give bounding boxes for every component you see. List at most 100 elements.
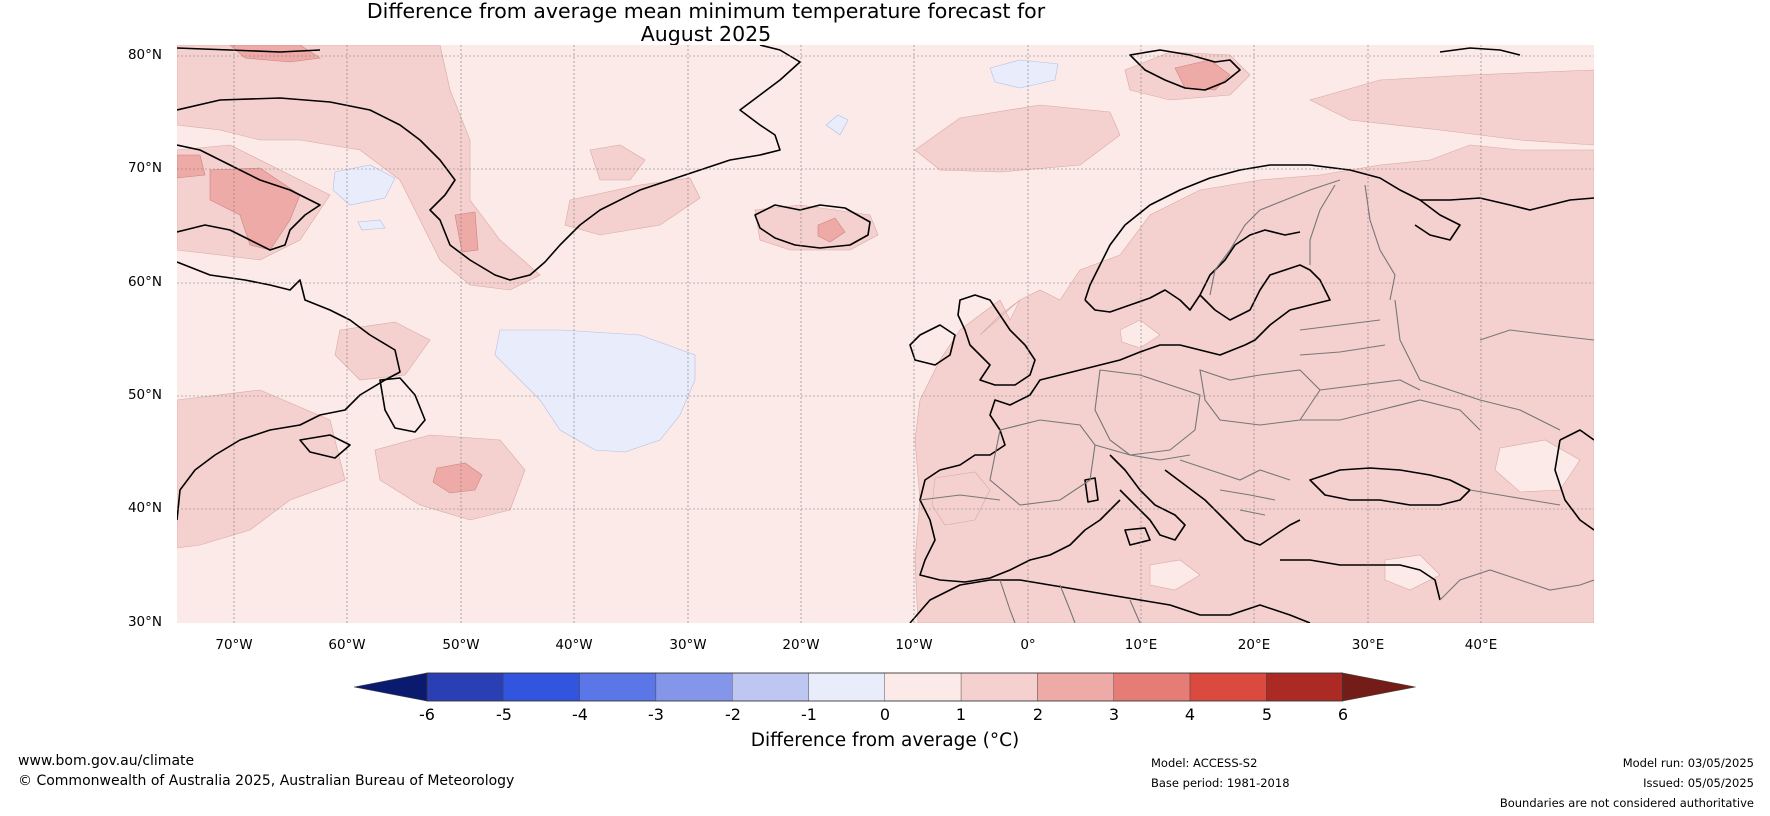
coast-balkans [1164,469,1301,546]
anomaly-denmark-strait-1-2 [564,177,701,236]
lon-label-60w: 60°W [328,637,366,653]
anomaly-fram-cool [989,59,1059,89]
coast-norway-south [1084,229,1301,313]
coast-britain [957,294,1036,386]
colorbar-tick-label: 4 [1184,705,1196,724]
lat-label-60n: 60°N [127,274,162,290]
colorbar [353,672,1416,702]
coast-svalbard [1129,49,1241,91]
colorbar-segment [1037,672,1114,702]
coast-nova-scotia [299,434,351,459]
colorbar-segment [1189,672,1267,702]
coast-baffin-island [177,144,321,251]
boundaries-disclaimer: Boundaries are not considered authoritat… [1499,796,1754,810]
border-spain [919,494,1001,501]
colorbar-tick-label: -2 [725,705,741,724]
coast-labrador [177,261,401,521]
coast-north-africa [909,579,1311,623]
anomaly-iberia-1-2 [931,471,991,526]
lon-label-0: 0° [1020,637,1036,653]
issued-date: Issued: 05/05/2025 [1643,776,1754,790]
anomaly-greenland-1-2 [177,45,541,291]
border-north-africa [999,579,1141,623]
graticule [177,45,1594,623]
lon-label-40e: 40°E [1464,637,1498,653]
anomaly-greenland-sea-1-2 [589,144,646,181]
colorbar-tick-label: 3 [1108,705,1120,724]
coast-franz-josef [1439,47,1521,56]
border-balkans [1179,459,1291,516]
anomaly-azores-core [432,462,483,494]
border-norway-sweden [1209,179,1341,296]
anomaly-svalbard-cool [825,114,849,136]
coast-turkey [1280,559,1441,601]
border-baltics [1299,319,1386,356]
title-line-2: August 2025 [640,22,772,46]
coast-ellesmere [177,47,321,53]
anomaly-north-atlantic-1-2 [914,104,1121,173]
colorbar-segment [808,672,886,702]
model-run-date: Model run: 03/05/2025 [1622,756,1754,770]
colorbar-tick-label: 5 [1261,705,1273,724]
anomaly-nw-core [177,154,206,179]
anomaly-hudson-1-2 [334,321,431,381]
anomaly-atlantic-cool [494,329,696,453]
colorbar-tick-label: -6 [419,705,435,724]
border-belarus [1319,379,1421,391]
base-period: Base period: 1981-2018 [1151,776,1290,790]
coast-italy [1109,454,1186,541]
anomaly-davis-cool [357,219,386,231]
lon-label-30w: 30°W [669,637,707,653]
model-name: Model: ACCESS-S2 [1151,756,1258,770]
anomaly-field [177,45,1594,623]
coast-white-sea [1414,199,1461,241]
lat-label-50n: 50°N [127,387,162,403]
colorbar-tick-label: 6 [1337,705,1349,724]
lat-label-40n: 40°N [127,500,162,516]
border-poland [1199,369,1321,426]
colorbar-tick-label: 0 [879,705,891,724]
lat-label-30n: 30°N [127,614,162,630]
coast-black-sea [1309,467,1471,506]
coastlines [177,45,1594,623]
colorbar-segment [960,672,1038,702]
website-link[interactable]: www.bom.gov.au/climate [18,753,195,769]
border-finland-russia [1364,184,1396,301]
coast-ireland [909,324,956,366]
colorbar-tick-label: 2 [1032,705,1044,724]
lon-label-30e: 30°E [1351,637,1385,653]
colorbar-tick-label: -4 [572,705,588,724]
border-sweden-finland [1309,184,1336,265]
lon-label-20e: 20°E [1237,637,1271,653]
border-kazakhstan [1479,329,1594,341]
colorbar-segment [426,672,504,702]
lon-label-40w: 40°W [555,637,593,653]
anomaly-iceland-core [817,217,846,243]
copyright-text: © Commonwealth of Australia 2025, Austra… [18,773,515,789]
coast-scandinavia [1084,164,1594,301]
lat-label-80n: 80°N [127,47,162,63]
border-germany [1094,369,1201,456]
colorbar-frame [426,672,1343,702]
coast-newfoundland [379,377,426,433]
border-france [989,419,1096,506]
colorbar-extend-low [353,672,428,702]
coast-iceland [754,204,871,249]
colorbar-tick-label: -5 [496,705,512,724]
colorbar-extend-high [1342,672,1416,702]
coast-baltic [1199,264,1331,346]
coast-sardinia [1084,477,1099,503]
colorbar-tick-label: -1 [801,705,817,724]
colorbar-title: Difference from average (°C) [750,730,1020,751]
lon-label-70w: 70°W [215,637,253,653]
country-borders [919,179,1594,623]
lon-label-10e: 10°E [1124,637,1158,653]
lon-label-10w: 10°W [895,637,933,653]
colorbar-tick-label: -3 [648,705,664,724]
anomaly-russia-north-1-2 [1309,69,1594,146]
border-alps [1094,444,1191,461]
colorbar-segment [655,672,733,702]
colorbar-segment [884,672,962,702]
anomaly-baffin-cool [332,164,396,206]
